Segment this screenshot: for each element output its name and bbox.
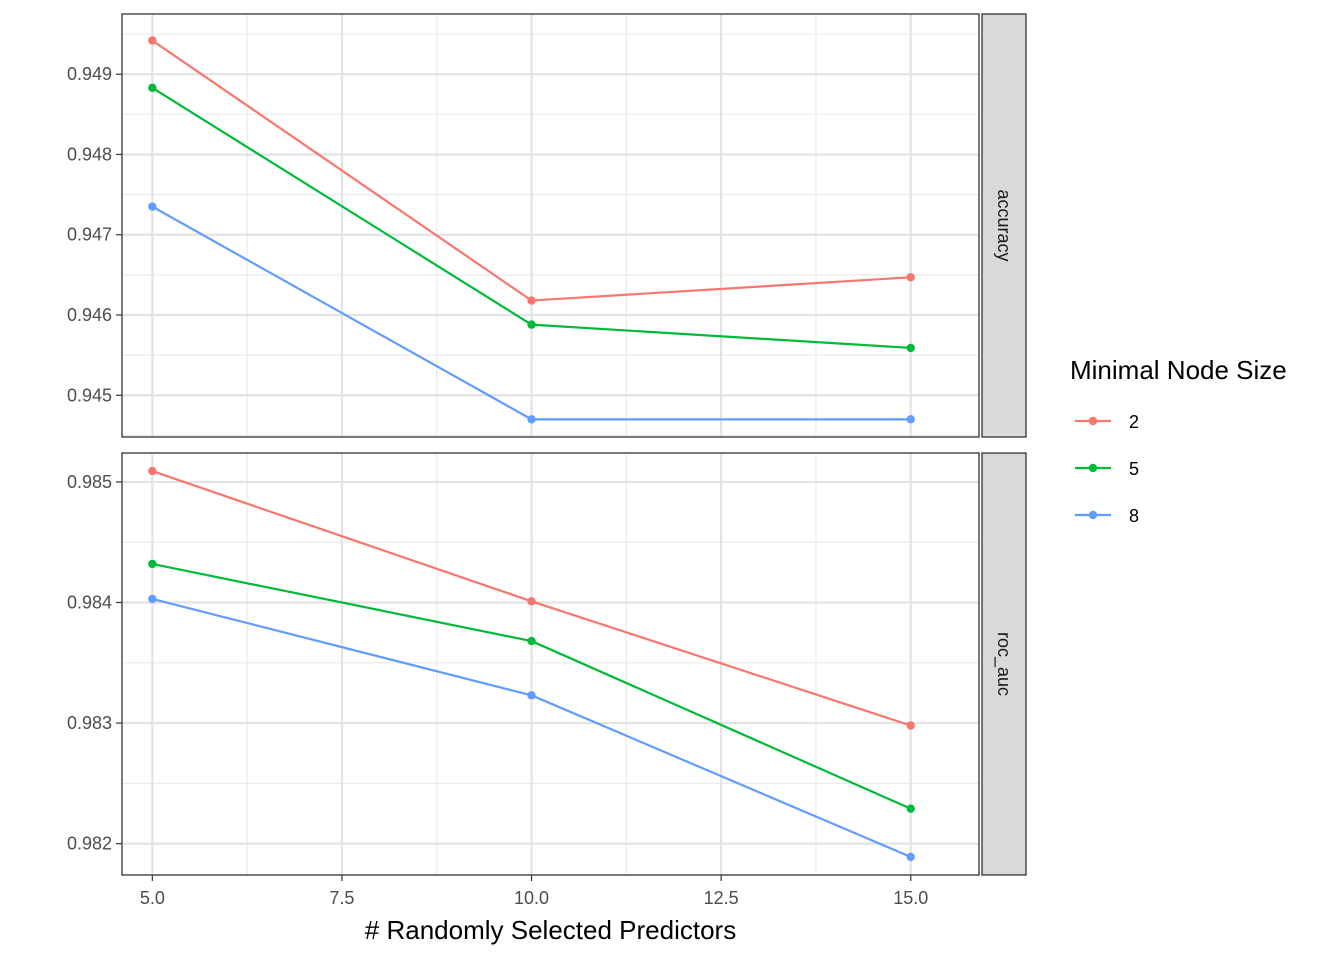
y-tick-label: 0.945 [67,385,112,405]
data-point-2 [148,36,157,45]
strip-background [981,452,1027,876]
panels-layer: 0.9450.9460.9470.9480.949accuracy0.9820.… [67,13,1027,876]
legend-key-point [1088,463,1098,473]
data-point-8 [906,852,915,862]
y-tick-label: 0.947 [67,225,112,245]
data-point-2 [148,466,157,476]
legend-label: 5 [1129,459,1139,479]
data-point-8 [906,415,915,424]
y-tick-label: 0.982 [67,834,112,854]
data-point-2 [906,273,915,282]
panel-background [122,14,979,437]
strip-background [981,13,1027,438]
data-point-2 [527,296,536,305]
legend-title: Minimal Node Size [1070,355,1287,385]
y-tick-label: 0.985 [67,472,112,492]
legend-entry-5: 5 [1075,459,1139,479]
data-point-8 [527,691,536,700]
panel-border [121,13,980,438]
x-tick-label: 15.0 [893,888,928,908]
data-point-5 [906,804,915,813]
legend-entry-8: 8 [1075,506,1139,526]
data-point-5 [906,343,915,353]
y-tick-label: 0.946 [67,305,112,325]
y-tick-label: 0.984 [67,593,112,613]
panel-border [121,452,980,876]
strip-label: accuracy [994,189,1014,261]
data-point-2 [527,597,536,606]
legend-key-point [1088,510,1098,520]
x-axis-title: # Randomly Selected Predictors [365,915,736,945]
legend-label: 8 [1129,506,1139,526]
panel-accuracy: 0.945 0.946 0.947 0.948 0.949 accuracy [67,13,1027,438]
data-point-5 [527,636,536,646]
x-tick-label: 5.0 [140,888,165,908]
x-tick-label: 7.5 [329,888,354,908]
data-point-5 [527,320,536,329]
data-point-5 [148,559,157,569]
data-point-8 [527,415,536,424]
legend-label: 2 [1129,412,1139,432]
panel-background [122,453,979,875]
panel-roc_auc: 0.982 0.983 0.984 0.985 roc_auc [67,452,1027,876]
data-point-2 [906,721,915,730]
x-tick-label: 12.5 [704,888,739,908]
y-tick-label: 0.949 [67,64,112,84]
y-tick-label: 0.948 [67,144,112,164]
legend-entry-2: 2 [1075,412,1139,432]
y-tick-label: 0.983 [67,713,112,733]
data-point-5 [148,83,157,93]
strip-label: roc_auc [993,632,1014,696]
legend-key-point [1088,416,1098,426]
data-point-8 [148,202,157,211]
x-tick-label: 10.0 [514,888,549,908]
data-point-8 [148,594,157,604]
x-axis: 5.0 7.5 10.0 12.5 15.0 [140,875,928,908]
legend: Minimal Node Size 2 5 8 [1070,355,1287,526]
